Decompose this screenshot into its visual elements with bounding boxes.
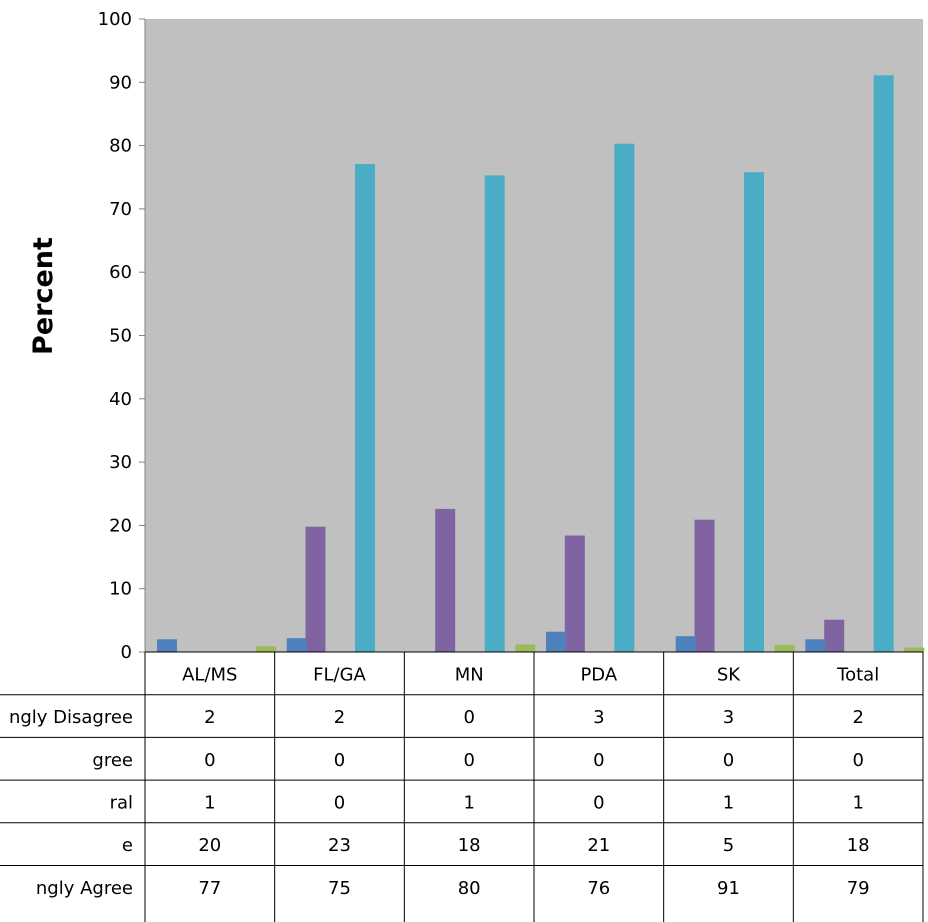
- y-tick-label: 80: [109, 136, 132, 157]
- bar-strongly-disagree: [286, 638, 307, 652]
- bar-strongly-disagree: [805, 639, 826, 652]
- table-cell-value: 1: [852, 793, 863, 814]
- table-cell-value: 2: [204, 707, 215, 728]
- y-axis-label: Percent: [28, 237, 59, 355]
- y-tick-label: 30: [109, 452, 132, 473]
- table-cell-value: 77: [198, 878, 221, 899]
- series-label: e: [122, 835, 133, 856]
- table-cell-value: 2: [852, 707, 863, 728]
- table-cell-value: 3: [723, 707, 734, 728]
- table-cell-value: 0: [852, 750, 863, 771]
- bar-strongly-agree: [873, 75, 894, 653]
- table-cell-value: 18: [847, 835, 870, 856]
- table-cell-value: 0: [334, 793, 345, 814]
- table-cell-value: 23: [328, 835, 351, 856]
- bar-strongly-disagree: [546, 631, 566, 652]
- table-cell-value: 0: [593, 750, 604, 771]
- bar-agree: [305, 526, 326, 652]
- series-label: ral: [110, 793, 133, 814]
- bar-agree: [435, 508, 456, 652]
- table-cell-value: 5: [723, 835, 734, 856]
- table-cell-value: 79: [847, 878, 870, 899]
- bar-strongly-disagree: [157, 639, 177, 652]
- y-tick-label: 20: [109, 515, 132, 536]
- category-label: AL/MS: [182, 664, 237, 685]
- bar-strongly-agree: [744, 172, 764, 652]
- table-cell-value: 0: [334, 750, 345, 771]
- y-axis-ticks: 0 10 20 30 40 50 60 70 80 90 100: [98, 9, 145, 663]
- y-tick-label: 40: [109, 389, 132, 410]
- y-tick-label: 10: [109, 579, 132, 600]
- y-tick-label: 100: [98, 9, 132, 30]
- table-cell-value: 0: [593, 793, 604, 814]
- bars: [157, 75, 925, 653]
- table-cell-value: 0: [463, 750, 474, 771]
- bar-strongly-agree: [355, 164, 375, 652]
- plot-area: [145, 19, 923, 652]
- table-cell-value: 80: [458, 878, 481, 899]
- bar-agree: [564, 535, 585, 652]
- table-cell-value: 75: [328, 878, 351, 899]
- bar-neutral: [515, 644, 536, 652]
- bar-strongly-disagree: [675, 636, 696, 652]
- table-cell-value: 18: [458, 835, 481, 856]
- series-label: ngly Agree: [36, 878, 133, 899]
- series-label: ngly Disagree: [9, 707, 133, 728]
- bar-strongly-agree: [614, 143, 635, 652]
- bar-strongly-agree: [484, 175, 505, 652]
- table-cell-value: 76: [587, 878, 610, 899]
- category-label: MN: [455, 664, 484, 685]
- category-label: PDA: [580, 664, 617, 685]
- table-cell-value: 21: [587, 835, 610, 856]
- bar-neutral: [256, 646, 276, 652]
- table-cell-value: 1: [204, 793, 215, 814]
- y-tick-label: 60: [109, 262, 132, 283]
- bar-neutral: [774, 645, 795, 652]
- table-cell-value: 91: [717, 878, 740, 899]
- table-cell-value: 0: [723, 750, 734, 771]
- y-tick-label: 50: [109, 326, 132, 347]
- table-cell-value: 20: [198, 835, 221, 856]
- table-cell-value: 0: [204, 750, 215, 771]
- category-label: SK: [717, 664, 741, 685]
- category-label: FL/GA: [313, 664, 366, 685]
- table-cell-value: 3: [593, 707, 604, 728]
- y-tick-label: 90: [109, 72, 132, 93]
- table-cell-value: 2: [334, 707, 345, 728]
- table-cell-value: 1: [723, 793, 734, 814]
- bar-agree: [694, 519, 715, 652]
- y-tick-label: 0: [121, 642, 132, 663]
- bar-agree: [824, 619, 845, 652]
- table-cell-value: 1: [463, 793, 474, 814]
- series-label: gree: [92, 750, 133, 771]
- table-cell-value: 0: [463, 707, 474, 728]
- bar-neutral: [904, 647, 925, 652]
- y-tick-label: 70: [109, 199, 132, 220]
- category-label: Total: [836, 664, 879, 685]
